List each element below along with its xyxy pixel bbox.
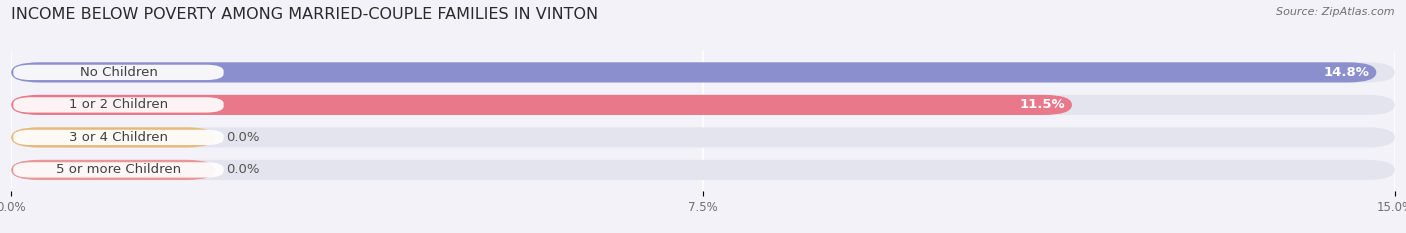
Text: 11.5%: 11.5% [1019, 98, 1064, 111]
Text: 3 or 4 Children: 3 or 4 Children [69, 131, 167, 144]
FancyBboxPatch shape [11, 95, 1395, 115]
FancyBboxPatch shape [13, 97, 224, 113]
FancyBboxPatch shape [11, 160, 215, 180]
Text: 1 or 2 Children: 1 or 2 Children [69, 98, 169, 111]
FancyBboxPatch shape [11, 62, 1395, 82]
Text: 0.0%: 0.0% [226, 163, 260, 176]
FancyBboxPatch shape [11, 160, 1395, 180]
Text: INCOME BELOW POVERTY AMONG MARRIED-COUPLE FAMILIES IN VINTON: INCOME BELOW POVERTY AMONG MARRIED-COUPL… [11, 7, 599, 22]
FancyBboxPatch shape [13, 65, 224, 80]
FancyBboxPatch shape [13, 130, 224, 145]
Text: 5 or more Children: 5 or more Children [56, 163, 181, 176]
FancyBboxPatch shape [11, 95, 1071, 115]
FancyBboxPatch shape [11, 127, 1395, 147]
Text: Source: ZipAtlas.com: Source: ZipAtlas.com [1277, 7, 1395, 17]
FancyBboxPatch shape [13, 162, 224, 178]
FancyBboxPatch shape [11, 127, 215, 147]
FancyBboxPatch shape [11, 62, 1376, 82]
Text: 14.8%: 14.8% [1323, 66, 1369, 79]
Text: No Children: No Children [80, 66, 157, 79]
Text: 0.0%: 0.0% [226, 131, 260, 144]
